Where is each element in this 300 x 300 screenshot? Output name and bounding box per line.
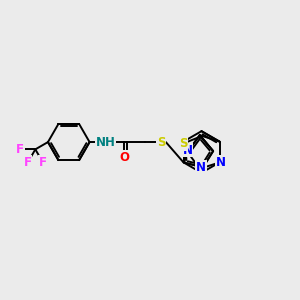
Text: S: S bbox=[157, 136, 165, 148]
Text: N: N bbox=[215, 156, 226, 169]
Text: N: N bbox=[196, 165, 206, 178]
Text: F: F bbox=[39, 156, 47, 170]
Text: N: N bbox=[182, 143, 193, 157]
Text: S: S bbox=[179, 137, 187, 150]
Text: NH: NH bbox=[95, 136, 116, 148]
Text: O: O bbox=[119, 152, 129, 164]
Text: F: F bbox=[16, 143, 24, 156]
Text: F: F bbox=[23, 156, 32, 170]
Text: N: N bbox=[196, 161, 206, 174]
